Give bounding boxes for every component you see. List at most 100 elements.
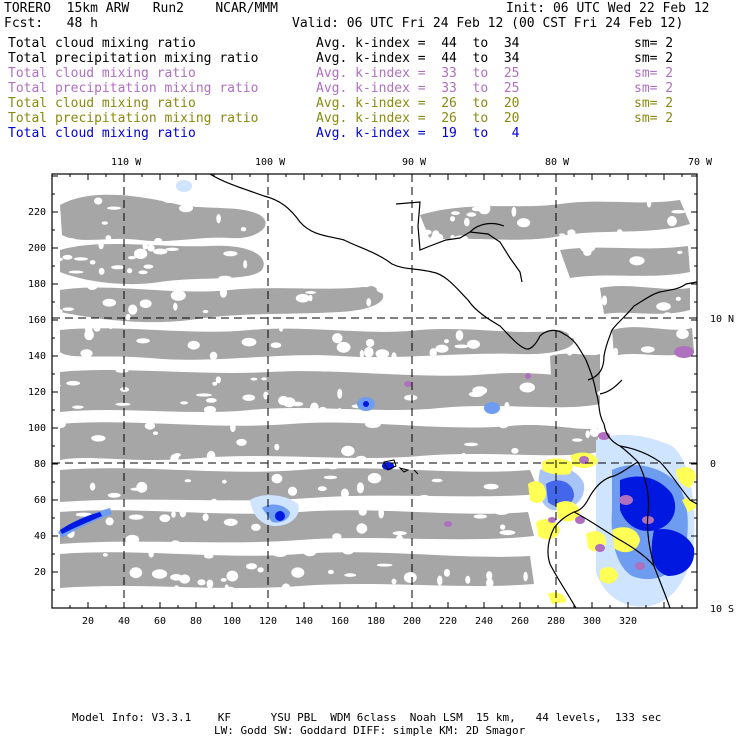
clear-gap [667, 394, 673, 401]
clear-gap [435, 344, 449, 353]
clear-gap [242, 394, 256, 401]
clear-gap [580, 241, 596, 253]
clear-gap [126, 268, 133, 274]
lon-label: 70 W [688, 157, 713, 168]
clear-gap [212, 381, 218, 386]
clear-gap [278, 321, 284, 332]
clear-gap [359, 349, 364, 359]
clear-gap [676, 328, 689, 339]
clear-gap [585, 430, 590, 439]
clear-gap [179, 507, 187, 518]
clear-gap [367, 473, 382, 484]
clear-gap [518, 305, 527, 311]
clear-gap [499, 524, 506, 530]
clear-gap [97, 504, 110, 509]
clear-gap [467, 339, 480, 349]
clear-gap [300, 278, 309, 289]
clear-gap [392, 531, 407, 536]
clear-gap [161, 192, 177, 203]
clear-gap [273, 552, 287, 557]
clear-gap [467, 418, 483, 426]
clear-gap [230, 423, 236, 433]
clear-gap [391, 352, 397, 363]
clear-gap [87, 282, 98, 290]
x-tick-label: 160 [331, 616, 349, 627]
clear-gap [184, 479, 192, 483]
clear-gap [58, 257, 63, 261]
clear-gap [610, 381, 622, 386]
clear-gap [368, 194, 376, 202]
clear-gap [375, 349, 390, 359]
clear-gap [523, 571, 528, 582]
legend-smoothing: sm= 2 [634, 111, 674, 126]
clear-gap [376, 563, 393, 567]
clear-gap [498, 501, 509, 509]
clear-gap [267, 218, 280, 224]
clear-gap [354, 206, 370, 217]
clear-gap [670, 437, 681, 446]
legend-field: Total precipitation mixing ratio [8, 111, 259, 126]
clear-gap [74, 257, 88, 261]
clear-gap [144, 422, 156, 430]
clear-gap [274, 443, 280, 451]
clear-gap [356, 455, 367, 461]
clear-gap [242, 603, 247, 608]
clear-gap [423, 229, 432, 235]
clear-gap [205, 398, 217, 403]
clear-gap [643, 194, 656, 201]
clear-gap [216, 214, 221, 224]
clear-gap [408, 298, 423, 308]
lat-label: 0 [710, 459, 716, 470]
clear-gap [504, 179, 510, 186]
clear-gap [612, 347, 619, 357]
clear-gap [629, 256, 645, 266]
clear-gap [675, 296, 681, 301]
clear-gap [676, 315, 681, 320]
clear-gap [364, 347, 374, 358]
legend-kindex: Avg. k-index = 19 to 4 [316, 126, 520, 141]
clear-gap [318, 410, 331, 416]
clear-gap [206, 450, 216, 462]
clear-gap [443, 569, 451, 577]
clear-gap [339, 545, 349, 550]
clear-gap [62, 254, 73, 260]
clear-gap [111, 265, 125, 270]
clear-gap [568, 327, 575, 339]
clear-gap [226, 570, 239, 582]
clear-gap [369, 231, 384, 236]
clear-gap [240, 227, 247, 232]
clear-gap [511, 447, 519, 454]
clear-gap [517, 218, 531, 228]
y-tick-label: 140 [28, 351, 46, 362]
clear-gap [120, 387, 130, 392]
clear-gap [465, 575, 471, 584]
legend-field: Total precipitation mixing ratio [8, 81, 259, 96]
clear-gap [161, 190, 167, 194]
clear-gap [91, 435, 106, 442]
x-tick-label: 180 [367, 616, 385, 627]
clear-gap [466, 212, 477, 217]
clear-gap [52, 420, 66, 429]
clear-gap [142, 243, 148, 250]
clear-gap [464, 442, 479, 447]
clear-gap [454, 273, 468, 279]
clear-gap [147, 244, 155, 252]
clear-gap [522, 240, 528, 250]
clear-gap [148, 187, 158, 194]
clear-gap [589, 582, 599, 590]
clear-gap [396, 534, 403, 543]
clear-gap [677, 449, 688, 456]
clear-gap [173, 302, 178, 311]
clear-gap [241, 337, 257, 347]
clear-gap [471, 240, 484, 245]
clear-gap [621, 374, 630, 378]
clear-gap [519, 382, 535, 393]
x-tick-label: 200 [403, 616, 421, 627]
y-tick-label: 200 [28, 243, 46, 254]
clear-gap [589, 427, 600, 437]
clear-gap [460, 452, 467, 463]
y-tick-labels: 20 40 60 80 100 120 140 160 180 200 220 [28, 207, 46, 578]
clear-gap [407, 318, 420, 329]
clear-gap [102, 553, 108, 557]
clear-gap [625, 418, 631, 423]
